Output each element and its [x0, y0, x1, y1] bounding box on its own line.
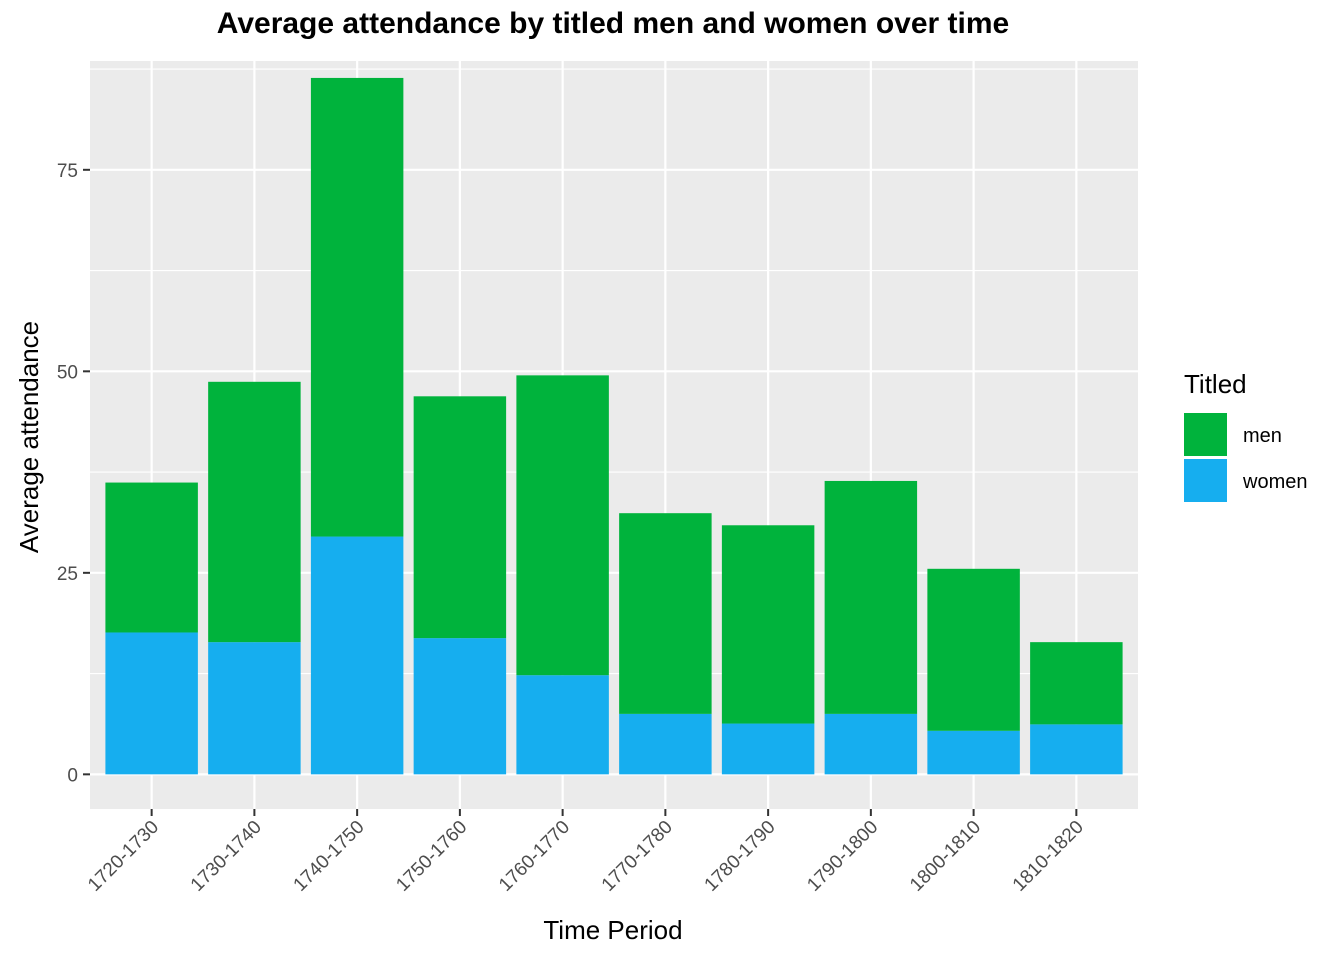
- legend: Titled men women: [1184, 369, 1307, 502]
- x-axis-title: Time Period: [543, 915, 682, 945]
- bars: [105, 77, 1123, 775]
- x-axis: 1720-1730 1730-1740 1740-1750 1750-1760 1760…: [84, 809, 1088, 896]
- bar-women-1780-1790: [721, 723, 815, 775]
- bar-men-1800-1810: [927, 568, 1020, 731]
- legend-items: men women: [1184, 413, 1307, 502]
- y-tick-label: 75: [57, 161, 78, 182]
- bar-women-1750-1760: [413, 638, 507, 775]
- bar-women-1720-1730: [105, 632, 198, 775]
- x-tick-label: 1730-1740: [187, 817, 266, 896]
- bar-men-1720-1730: [105, 482, 198, 633]
- bar-women-1770-1780: [619, 713, 712, 775]
- bar-men-1790-1800: [824, 480, 918, 714]
- x-tick-label: 1780-1790: [701, 817, 780, 896]
- x-tick-label: 1810-1820: [1009, 817, 1088, 896]
- y-axis-title: Average attendance: [14, 321, 44, 553]
- y-tick-label: 50: [57, 362, 78, 383]
- legend-key-men: [1184, 413, 1227, 456]
- bar-women-1760-1770: [516, 675, 609, 775]
- bar-men-1810-1820: [1030, 642, 1123, 725]
- bar-men-1770-1780: [619, 513, 712, 714]
- y-tick-label: 0: [67, 765, 78, 786]
- bar-women-1800-1810: [927, 730, 1020, 775]
- bar-men-1740-1750: [310, 77, 404, 537]
- bar-men-1760-1770: [516, 375, 609, 676]
- x-tick-label: 1770-1780: [598, 817, 677, 896]
- legend-label-men: men: [1243, 425, 1282, 447]
- x-tick-label: 1800-1810: [906, 817, 985, 896]
- y-axis: 0 25 50 75: [57, 161, 90, 786]
- bar-women-1730-1740: [208, 642, 301, 775]
- bar-men-1730-1740: [208, 381, 301, 643]
- x-tick-label: 1760-1770: [495, 817, 574, 896]
- y-tick-label: 25: [57, 564, 78, 585]
- x-tick-label: 1790-1800: [803, 817, 882, 896]
- bar-women-1810-1820: [1030, 724, 1123, 775]
- x-tick-label: 1750-1760: [392, 817, 471, 896]
- legend-key-women: [1184, 459, 1227, 502]
- legend-title: Titled: [1184, 369, 1247, 399]
- x-tick-label: 1720-1730: [84, 817, 163, 896]
- legend-label-women: women: [1242, 471, 1307, 493]
- bar-men-1750-1760: [413, 396, 507, 639]
- bar-men-1780-1790: [721, 525, 815, 724]
- bar-women-1790-1800: [824, 713, 918, 775]
- x-tick-label: 1740-1750: [290, 817, 369, 896]
- chart-title: Average attendance by titled men and wom…: [217, 7, 1009, 40]
- bar-women-1740-1750: [310, 536, 404, 775]
